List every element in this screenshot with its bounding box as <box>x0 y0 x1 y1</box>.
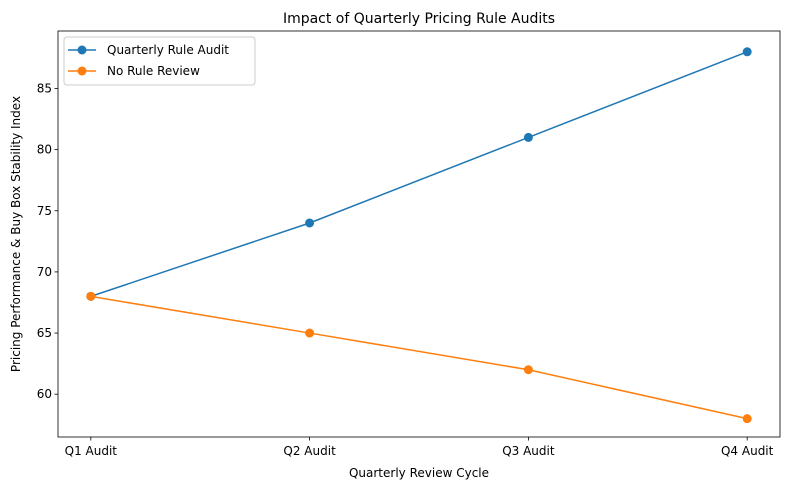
chart-title: Impact of Quarterly Pricing Rule Audits <box>283 11 555 27</box>
legend-marker <box>77 66 87 76</box>
data-point <box>86 291 96 301</box>
x-tick-label: Q1 Audit <box>65 444 118 458</box>
data-point <box>523 365 533 375</box>
y-tick-label: 85 <box>37 81 52 95</box>
y-tick-label: 60 <box>37 387 52 401</box>
data-point <box>305 218 315 228</box>
legend-label: No Rule Review <box>107 64 200 78</box>
legend-marker <box>77 45 87 55</box>
data-point <box>305 328 315 338</box>
legend-box <box>63 36 256 86</box>
data-point <box>742 47 752 57</box>
x-tick-label: Q4 Audit <box>721 444 774 458</box>
series-line <box>90 51 748 298</box>
x-tick-label: Q2 Audit <box>283 444 336 458</box>
y-tick-label: 65 <box>37 326 52 340</box>
x-axis-label: Quarterly Review Cycle <box>349 466 489 480</box>
y-tick-label: 70 <box>37 265 52 279</box>
plot-frame <box>57 30 781 438</box>
data-point <box>523 132 533 142</box>
y-axis-label: Pricing Performance & Buy Box Stability … <box>9 96 23 372</box>
y-tick-label: 80 <box>37 143 52 157</box>
legend-label: Quarterly Rule Audit <box>107 43 229 57</box>
series-line <box>90 295 748 420</box>
x-tick-label: Q3 Audit <box>502 444 555 458</box>
series-1 <box>86 291 752 424</box>
data-point <box>742 414 752 424</box>
y-tick-label: 75 <box>37 204 52 218</box>
